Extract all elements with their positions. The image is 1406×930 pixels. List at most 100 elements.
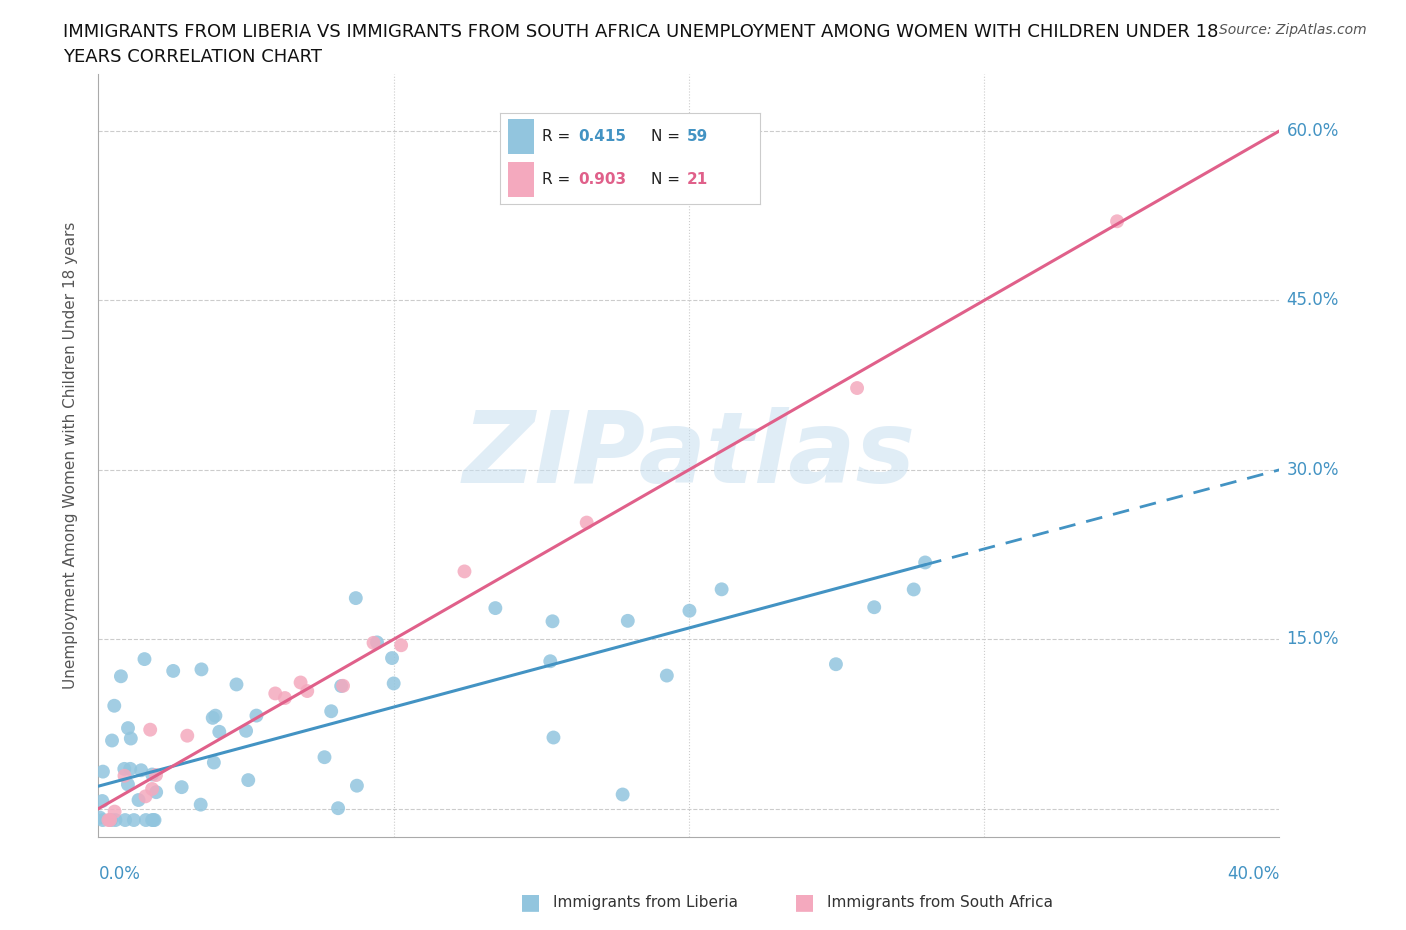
Text: ■: ■: [794, 892, 815, 912]
Point: [321, 704, 343, 719]
Point: [655, 668, 678, 683]
Point: [326, 801, 349, 816]
Point: [134, 652, 156, 667]
Point: [264, 686, 287, 701]
Y-axis label: Unemployment Among Women with Children Under 18 years: Unemployment Among Women with Children U…: [63, 222, 77, 689]
Point: [145, 785, 167, 800]
Text: ■: ■: [520, 892, 541, 912]
Point: [202, 755, 225, 770]
Text: 45.0%: 45.0%: [1286, 291, 1339, 310]
Point: [91, 813, 114, 828]
Point: [139, 723, 162, 737]
Point: [135, 813, 157, 828]
Text: 0.903: 0.903: [578, 172, 626, 187]
Point: [134, 789, 156, 804]
Point: [176, 728, 198, 743]
Point: [381, 651, 404, 666]
Point: [141, 813, 163, 828]
Point: [678, 604, 700, 618]
Point: [382, 676, 405, 691]
Point: [110, 669, 132, 684]
Point: [290, 675, 312, 690]
Point: [117, 777, 139, 791]
Point: [332, 678, 354, 693]
Point: [346, 778, 368, 793]
Point: [543, 730, 565, 745]
Point: [297, 684, 319, 698]
Text: 0.0%: 0.0%: [98, 865, 141, 884]
Point: [541, 614, 564, 629]
Point: [366, 635, 388, 650]
Text: IMMIGRANTS FROM LIBERIA VS IMMIGRANTS FROM SOUTH AFRICA UNEMPLOYMENT AMONG WOMEN: IMMIGRANTS FROM LIBERIA VS IMMIGRANTS FR…: [63, 23, 1219, 41]
Point: [114, 813, 136, 828]
Point: [142, 813, 165, 828]
Text: Immigrants from South Africa: Immigrants from South Africa: [827, 895, 1053, 910]
Point: [129, 763, 152, 777]
Text: ZIPatlas: ZIPatlas: [463, 407, 915, 504]
Point: [201, 711, 224, 725]
Point: [120, 731, 142, 746]
Text: Immigrants from Liberia: Immigrants from Liberia: [553, 895, 738, 910]
Point: [846, 380, 869, 395]
Point: [484, 601, 506, 616]
Bar: [508, 162, 534, 197]
Point: [112, 762, 135, 777]
Point: [238, 773, 260, 788]
Point: [208, 724, 231, 739]
Text: N =: N =: [651, 129, 685, 144]
Point: [89, 810, 111, 825]
Point: [617, 614, 640, 629]
Text: 0.415: 0.415: [578, 129, 626, 144]
Point: [225, 677, 247, 692]
Point: [1105, 214, 1128, 229]
Text: 59: 59: [688, 129, 709, 144]
Point: [98, 813, 121, 828]
Point: [122, 813, 145, 828]
Point: [575, 515, 598, 530]
Point: [100, 813, 122, 828]
Point: [538, 654, 561, 669]
Point: [914, 555, 936, 570]
Text: 21: 21: [688, 172, 709, 187]
Point: [97, 813, 120, 828]
Point: [612, 787, 634, 802]
Point: [274, 691, 297, 706]
Point: [863, 600, 886, 615]
Point: [235, 724, 257, 738]
Point: [120, 762, 142, 777]
Point: [91, 764, 114, 779]
Text: 30.0%: 30.0%: [1286, 461, 1339, 479]
Point: [903, 582, 925, 597]
Point: [104, 813, 127, 828]
Point: [363, 635, 385, 650]
Point: [170, 779, 193, 794]
Point: [114, 768, 136, 783]
Point: [141, 767, 163, 782]
Text: 60.0%: 60.0%: [1286, 122, 1339, 140]
Text: Source: ZipAtlas.com: Source: ZipAtlas.com: [1219, 23, 1367, 37]
Point: [710, 582, 733, 597]
Text: N =: N =: [651, 172, 685, 187]
Point: [117, 721, 139, 736]
Point: [314, 750, 336, 764]
Point: [344, 591, 367, 605]
Point: [145, 767, 167, 782]
Text: YEARS CORRELATION CHART: YEARS CORRELATION CHART: [63, 48, 322, 66]
Bar: [508, 119, 534, 153]
Point: [330, 679, 353, 694]
Point: [825, 657, 848, 671]
Text: 40.0%: 40.0%: [1227, 865, 1279, 884]
Point: [162, 663, 184, 678]
Point: [143, 813, 166, 828]
Text: R =: R =: [541, 172, 575, 187]
Point: [190, 797, 212, 812]
Point: [141, 781, 163, 796]
Text: R =: R =: [541, 129, 575, 144]
Point: [128, 792, 150, 807]
Point: [101, 733, 124, 748]
Point: [389, 638, 412, 653]
Point: [91, 793, 114, 808]
Text: 15.0%: 15.0%: [1286, 631, 1339, 648]
Point: [103, 698, 125, 713]
Point: [204, 709, 226, 724]
